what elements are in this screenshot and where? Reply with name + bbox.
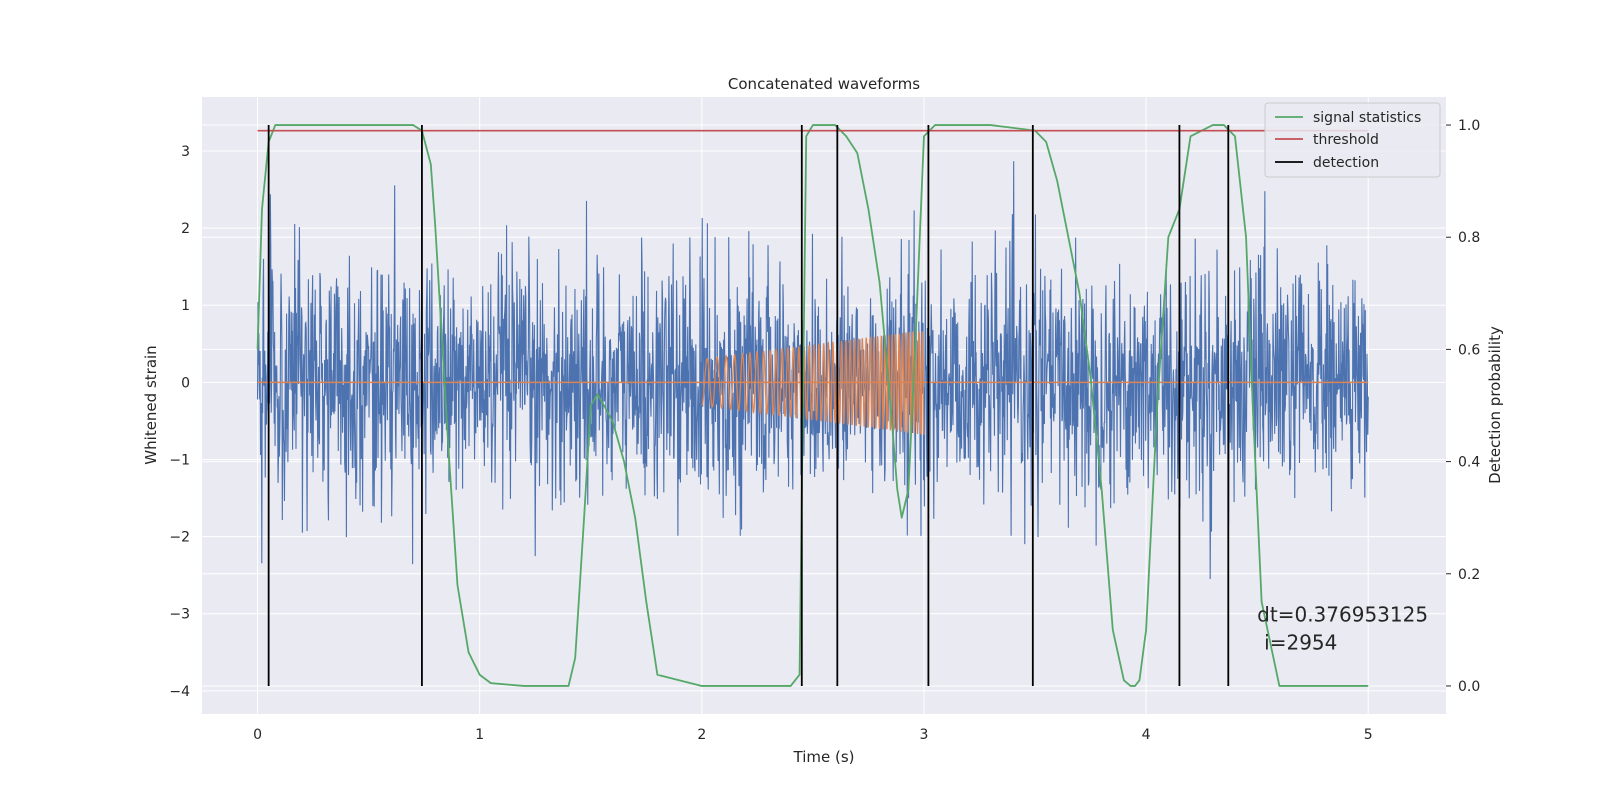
tick-labels: 0 1 2 3 4 5 −4 −3 −2 −1 0 1 2 3 0.0 0.2 0.4 0.6 0.8 1.0: [169, 118, 1480, 743]
annotation-dt: dt=0.376953125: [1257, 603, 1428, 627]
y-tick-label: 0: [181, 375, 190, 391]
y2-axis-title: Detection probability: [1486, 326, 1504, 484]
y-tick-label: 3: [181, 144, 190, 160]
y-tick-label: −2: [169, 530, 190, 546]
legend-label-detection: detection: [1313, 155, 1379, 171]
y2-tick-label: 0.2: [1458, 567, 1480, 583]
x-tick-label: 3: [920, 727, 929, 743]
y-tick-label: 1: [181, 298, 190, 314]
legend-box: [1264, 102, 1441, 178]
y2-tick-label: 1.0: [1458, 118, 1480, 134]
x-tick-label: 4: [1142, 727, 1151, 743]
y-tick-label: −1: [169, 452, 190, 468]
legend: signal statistics threshold detection: [1264, 102, 1441, 178]
x-tick-label: 2: [697, 727, 706, 743]
y-tick-label: −3: [169, 607, 190, 623]
y2-tick-label: 0.8: [1458, 230, 1480, 246]
series-group: [256, 124, 1369, 687]
annotation: dt=0.376953125 i=2954: [1257, 603, 1428, 655]
y2-tick-label: 0.0: [1458, 679, 1480, 695]
strain-noise-line: [256, 161, 1369, 579]
legend-label-signal-statistics: signal statistics: [1313, 110, 1421, 126]
x-tick-label: 1: [475, 727, 484, 743]
chart-title: Concatenated waveforms: [728, 75, 920, 93]
legend-label-threshold: threshold: [1313, 132, 1379, 148]
signal-statistics-line: [256, 124, 1369, 687]
y-axis-title: Whitened strain: [142, 345, 160, 464]
x-axis-title: Time (s): [793, 748, 855, 766]
y-tick-label: −4: [169, 684, 190, 700]
annotation-index: i=2954: [1264, 631, 1337, 655]
x-tick-label: 5: [1364, 727, 1373, 743]
y2-tick-label: 0.4: [1458, 455, 1480, 471]
y-tick-label: 2: [181, 221, 190, 237]
x-tick-label: 0: [253, 727, 262, 743]
template-chirp-line: [701, 331, 925, 435]
y2-tick-label: 0.6: [1458, 342, 1480, 358]
